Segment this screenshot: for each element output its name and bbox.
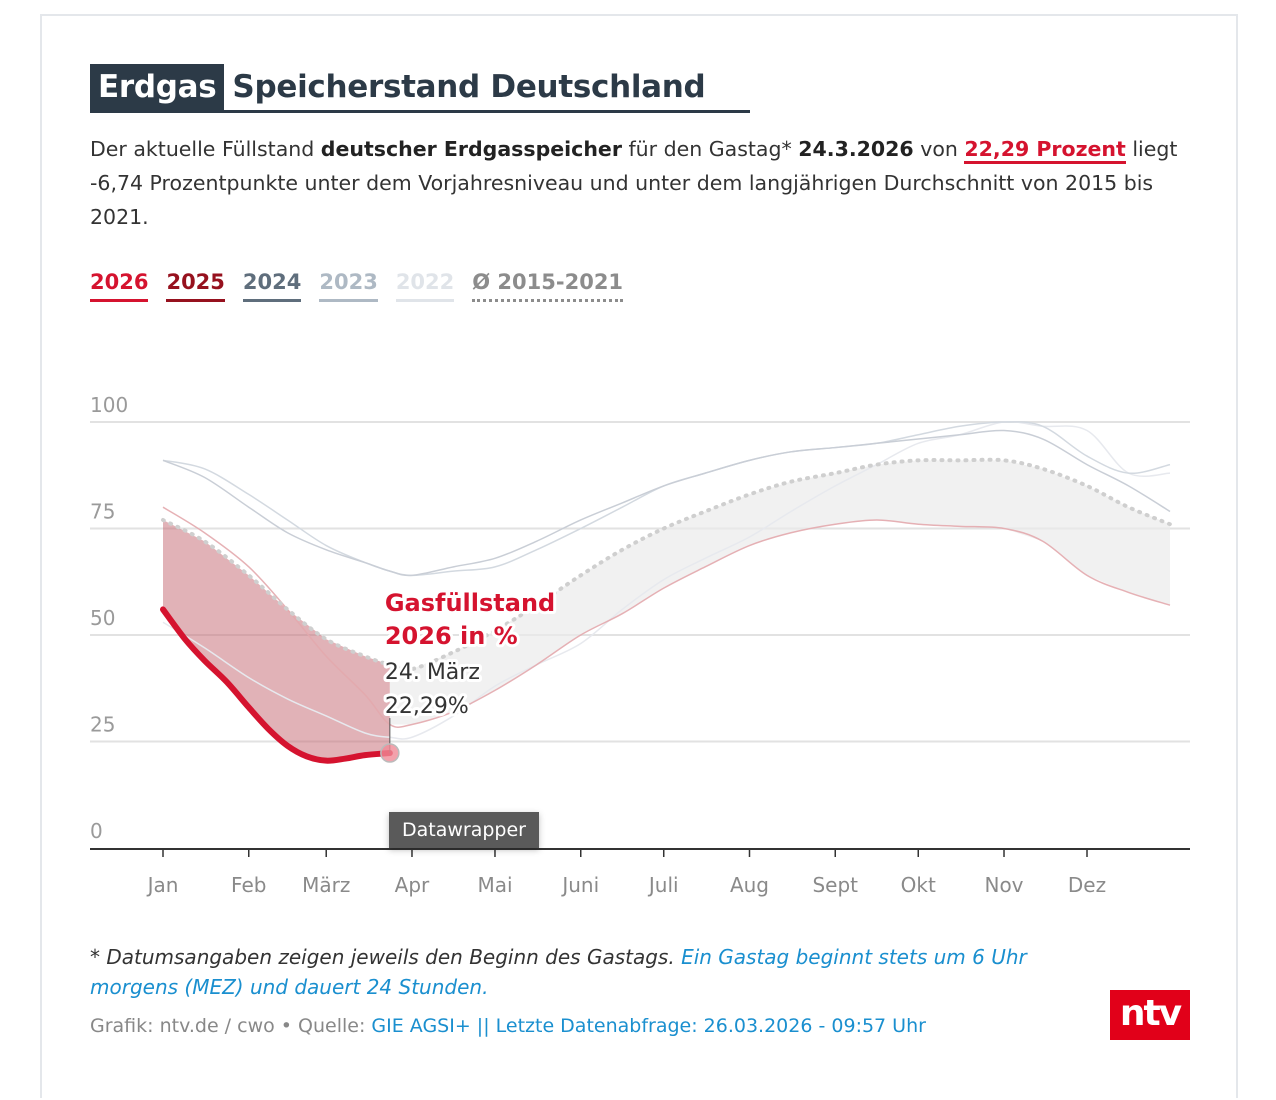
intro-text: Der aktuelle Füllstand deutscher Erdgass… [90, 132, 1200, 234]
source-line: Grafik: ntv.de / cwo • Quelle: GIE AGSI+… [90, 1012, 926, 1040]
legend: 2026 2025 2024 2023 2022 Ø 2015-2021 [90, 268, 641, 302]
legend-item-2023[interactable]: 2023 [319, 268, 378, 302]
chart-title: Erdgas Speicherstand Deutschland [90, 64, 750, 113]
title-tag: Erdgas [90, 64, 225, 110]
legend-item-2022[interactable]: 2022 [395, 268, 455, 302]
intro-part: liegt -6,74 Prozentpunkte unter dem Vorj… [90, 137, 1178, 229]
intro-bold: deutscher Erdgasspeicher [320, 137, 622, 161]
legend-item-2025[interactable]: 2025 [166, 268, 225, 302]
footnote-text: * Datumsangaben zeigen jeweils den Begin… [90, 945, 682, 969]
legend-item-2024[interactable]: 2024 [242, 268, 302, 302]
source-link[interactable]: GIE AGSI+ || Letzte Datenabfrage: 26.03.… [371, 1015, 926, 1037]
source-prefix: Grafik: ntv.de / cwo • Quelle: [90, 1015, 372, 1037]
ntv-logo[interactable]: ntv [1110, 990, 1190, 1040]
intro-part: Der aktuelle Füllstand [90, 137, 321, 161]
title-main: Speicherstand Deutschland [232, 69, 706, 105]
legend-item-average[interactable]: Ø 2015-2021 [472, 268, 624, 302]
legend-item-2026[interactable]: 2026 [90, 268, 149, 302]
intro-date: 24.3.2026 [798, 137, 914, 161]
footnote: * Datumsangaben zeigen jeweils den Begin… [90, 942, 1100, 1002]
intro-part: von [913, 137, 965, 161]
intro-highlight-value: 22,29 Prozent [964, 137, 1126, 164]
footnote-link[interactable]: Ein Gastag beginnt stets um 6 Uhr morgen… [90, 945, 1027, 999]
intro-part: für den Gastag* [621, 137, 799, 161]
datawrapper-badge[interactable]: Datawrapper [389, 812, 539, 848]
